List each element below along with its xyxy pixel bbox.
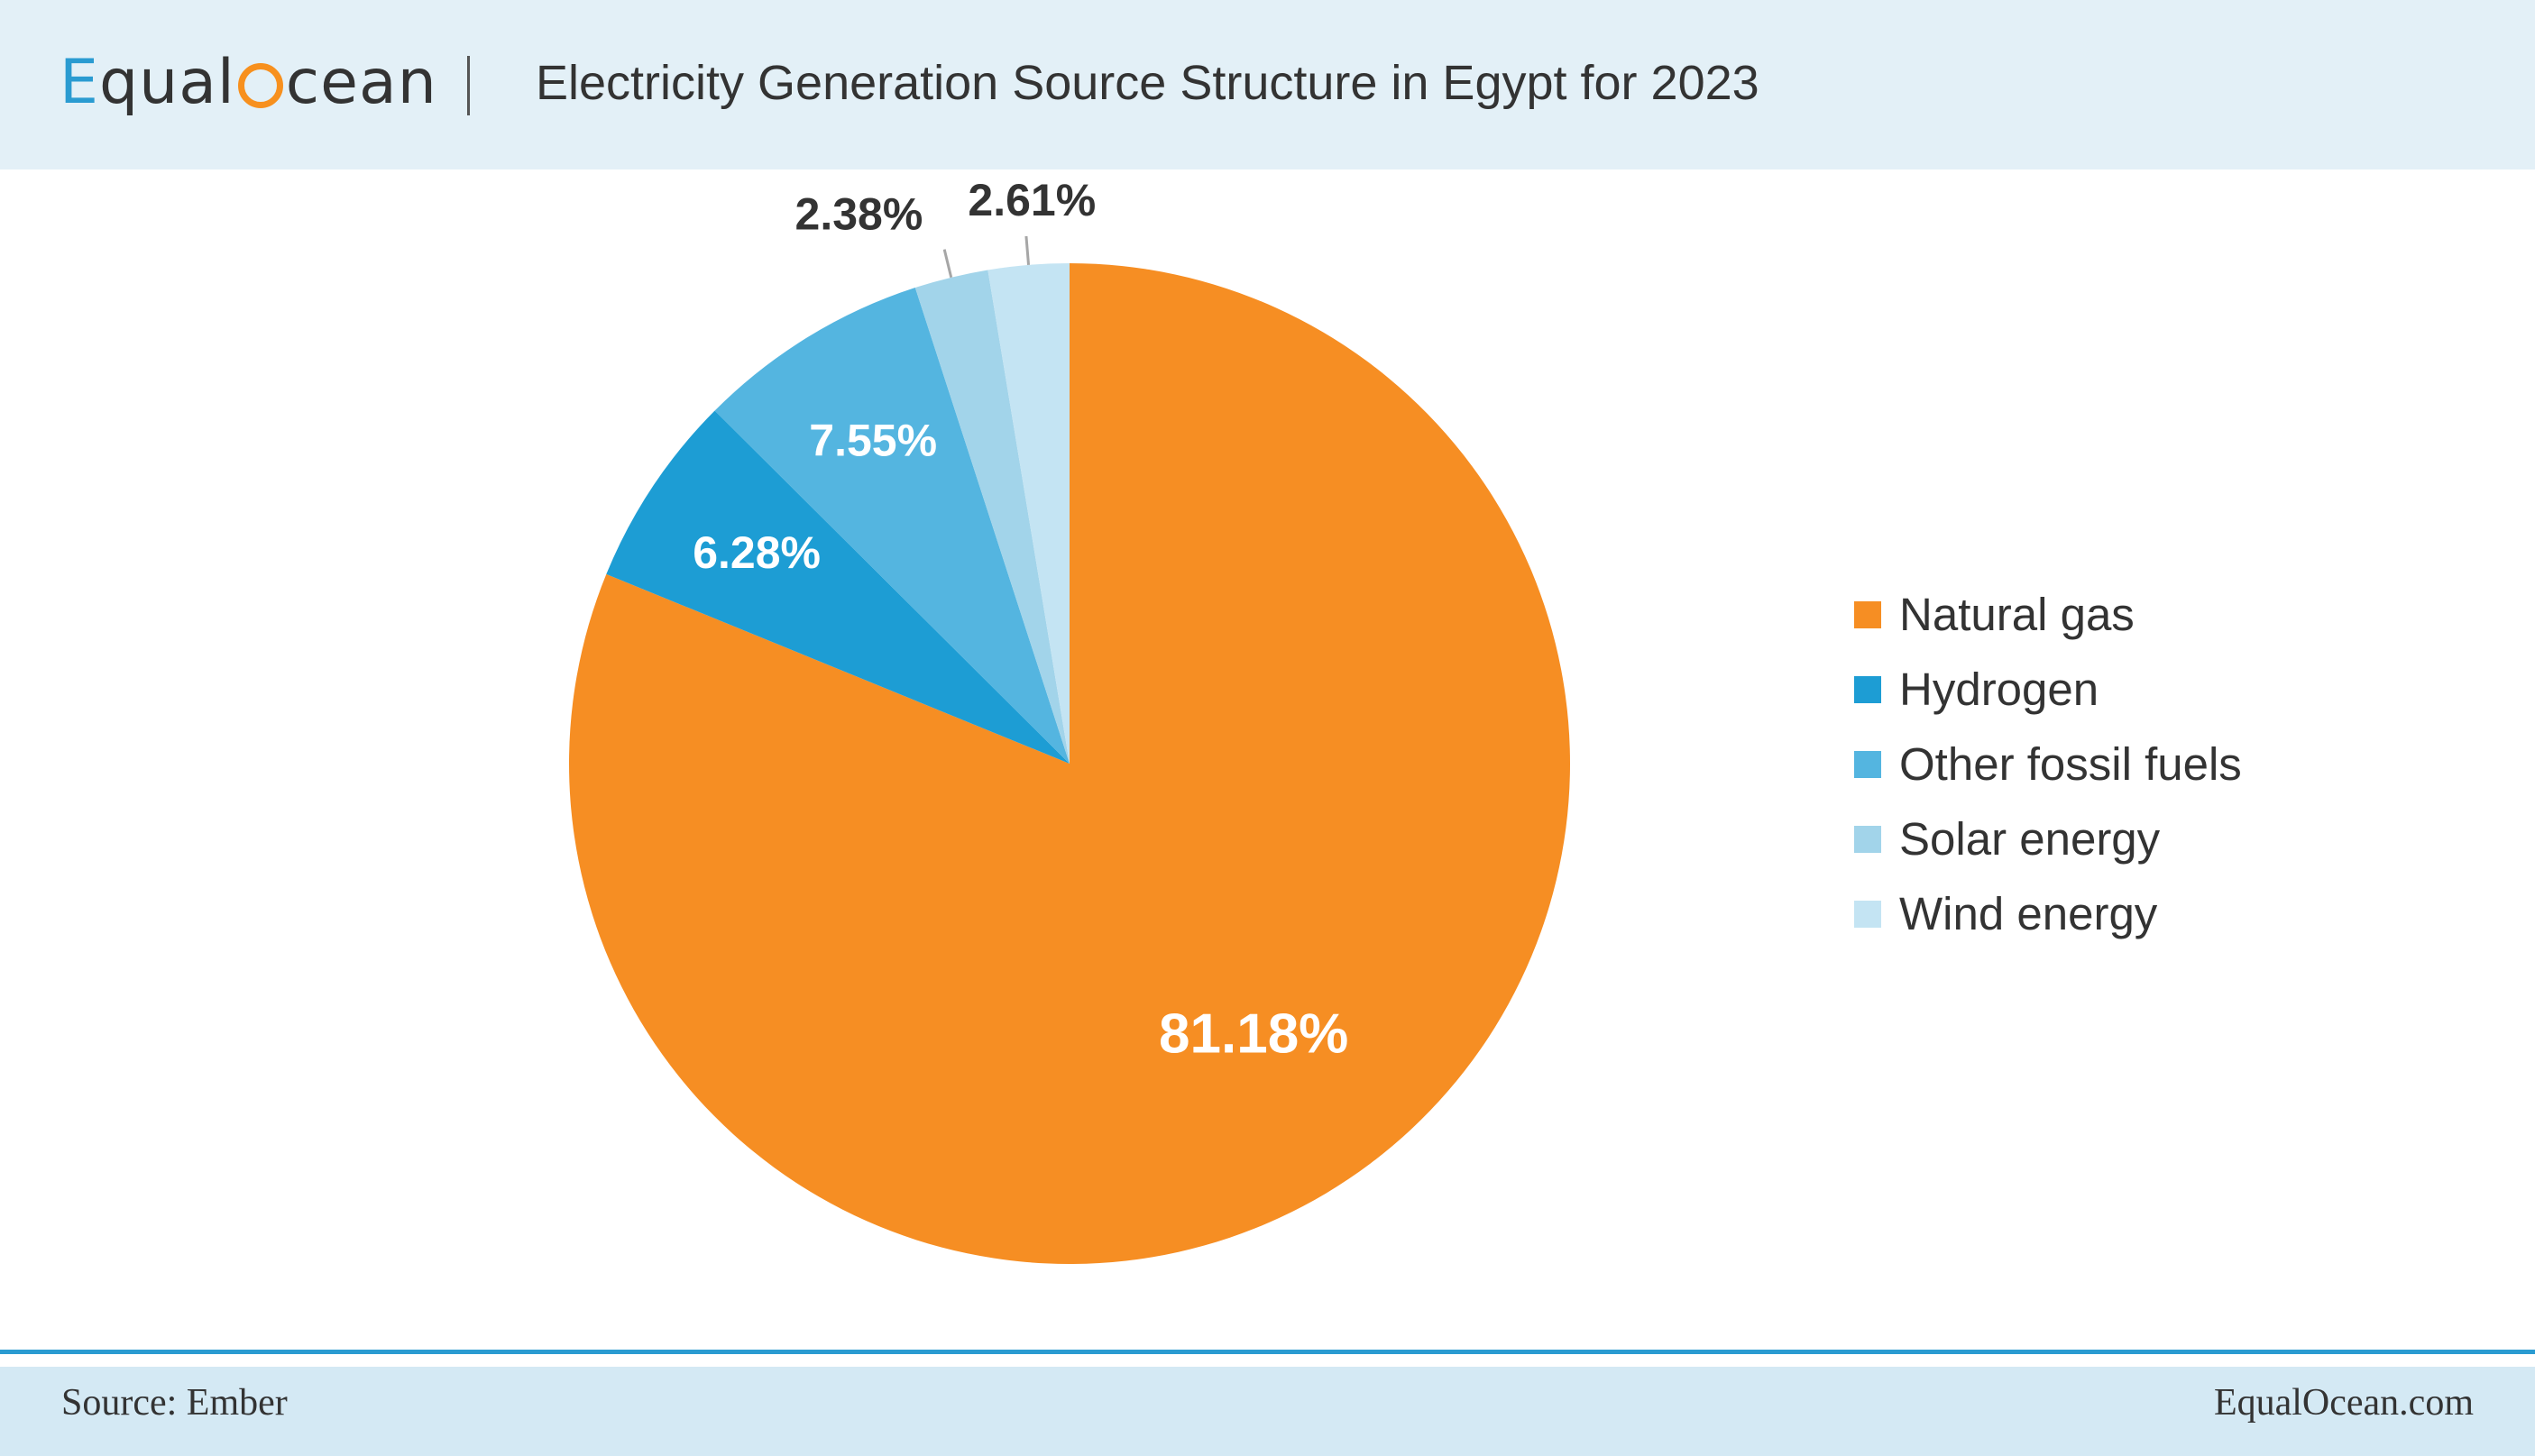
data-label-solar-energy: 2.38% xyxy=(795,188,923,239)
footer-bar: Source: Ember EqualOcean.com xyxy=(0,1367,2535,1456)
data-label-hydrogen: 6.28% xyxy=(693,527,821,578)
legend-item-wind-energy: Wind energy xyxy=(1854,876,2242,951)
pie-chart: 81.18% 6.28% 7.55% 2.38% 2.61% xyxy=(569,175,1570,1264)
legend-swatch xyxy=(1854,600,1881,628)
legend-swatch xyxy=(1854,675,1881,703)
legend-item-other-fossil-fuels: Other fossil fuels xyxy=(1854,727,2242,801)
logo-o-ring-icon xyxy=(237,63,283,108)
leader-line-solar-energy xyxy=(942,249,953,279)
legend-label: Natural gas xyxy=(1899,589,2135,640)
data-label-natural-gas: 81.18% xyxy=(1159,1003,1348,1065)
header-divider xyxy=(467,56,470,115)
legend-label: Solar energy xyxy=(1899,813,2161,865)
footer-rule xyxy=(0,1350,2535,1354)
pie-slice-wind-energy xyxy=(987,263,1070,764)
chart-legend: Natural gas Hydrogen Other fossil fuels Sol… xyxy=(1854,577,2242,951)
logo-e-glyph: Ε xyxy=(60,46,99,118)
legend-item-natural-gas: Natural gas xyxy=(1854,577,2242,652)
logo-text-prefix: qual xyxy=(98,46,235,118)
pie-slice-hydrogen xyxy=(606,410,1070,764)
logo-text-suffix: cean xyxy=(285,46,437,118)
data-label-wind-energy: 2.61% xyxy=(968,175,1096,225)
legend-item-hydrogen: Hydrogen xyxy=(1854,652,2242,727)
legend-item-solar-energy: Solar energy xyxy=(1854,801,2242,876)
pie-slice-other-fossil-fuels xyxy=(714,288,1070,764)
legend-label: Hydrogen xyxy=(1899,664,2099,715)
legend-swatch xyxy=(1854,750,1881,778)
legend-swatch xyxy=(1854,900,1881,928)
site-name: EqualOcean.com xyxy=(2213,1382,2474,1424)
leader-line-wind-energy xyxy=(1024,235,1031,265)
legend-label: Other fossil fuels xyxy=(1899,738,2242,790)
legend-label: Wind energy xyxy=(1899,888,2158,939)
data-label-other-fossil-fuels: 7.55% xyxy=(809,415,937,465)
source-note: Source: Ember xyxy=(61,1382,288,1424)
legend-swatch xyxy=(1854,825,1881,853)
page-title: Electricity Generation Source Structure … xyxy=(536,56,1759,110)
pie-slice-solar-energy xyxy=(914,270,1070,764)
